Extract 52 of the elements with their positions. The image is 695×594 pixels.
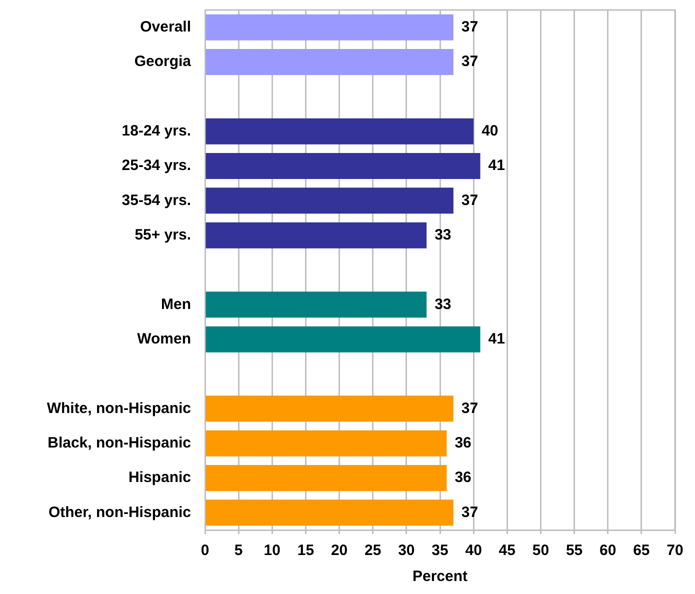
data-label: 40	[482, 122, 498, 140]
bar	[206, 500, 454, 526]
bar	[206, 118, 474, 144]
x-tick-label: 25	[364, 542, 382, 560]
x-tick-label: 45	[498, 542, 516, 560]
y-tick-label: 35-54 yrs.	[122, 192, 191, 209]
data-label: 37	[461, 504, 478, 521]
data-label: 37	[461, 192, 478, 209]
x-tick-label: 40	[465, 542, 482, 560]
y-tick-label: Women	[137, 330, 191, 348]
x-tick-label: 20	[330, 542, 348, 560]
y-tick-label: Other, non-Hispanic	[48, 504, 191, 521]
x-tick-label: 35	[432, 542, 448, 560]
y-tick-label: Hispanic	[128, 469, 191, 486]
data-label: 41	[488, 330, 505, 348]
y-tick-label: Black, non-Hispanic	[48, 434, 191, 452]
x-tick-label: 65	[633, 542, 650, 560]
x-tick-label: 60	[600, 542, 616, 560]
bar	[206, 326, 480, 352]
x-tick-label: 50	[532, 542, 550, 560]
bar	[206, 430, 447, 456]
x-tick-label: 30	[398, 542, 415, 560]
bar	[206, 396, 454, 422]
data-label: 41	[488, 157, 505, 174]
bar	[206, 188, 454, 214]
data-label: 36	[454, 469, 472, 486]
data-label: 37	[461, 18, 478, 36]
bar	[206, 153, 480, 179]
bar	[206, 49, 454, 75]
x-tick-label: 70	[666, 542, 684, 560]
x-axis-title: Percent	[412, 568, 468, 586]
data-label: 37	[461, 400, 478, 417]
data-label: 33	[434, 296, 452, 313]
bar	[206, 222, 427, 248]
data-label: 36	[454, 434, 472, 452]
data-label: 37	[461, 53, 478, 70]
y-tick-label: 25-34 yrs.	[122, 157, 191, 174]
y-tick-label: 55+ yrs.	[134, 226, 191, 244]
x-tick-label: 0	[200, 542, 210, 560]
y-tick-label: Men	[161, 296, 191, 313]
bar	[206, 292, 427, 318]
y-tick-label: Overall	[140, 18, 191, 36]
bar	[206, 465, 447, 491]
x-tick-label: 5	[234, 542, 243, 560]
bar	[206, 14, 454, 40]
y-tick-label: Georgia	[134, 53, 192, 70]
x-tick-label: 55	[566, 542, 583, 560]
data-label: 33	[434, 226, 452, 244]
x-tick-label: 15	[297, 542, 314, 560]
y-tick-label: White, non-Hispanic	[46, 400, 191, 417]
x-tick-label: 10	[264, 542, 280, 560]
y-tick-label: 18-24 yrs.	[122, 122, 191, 140]
